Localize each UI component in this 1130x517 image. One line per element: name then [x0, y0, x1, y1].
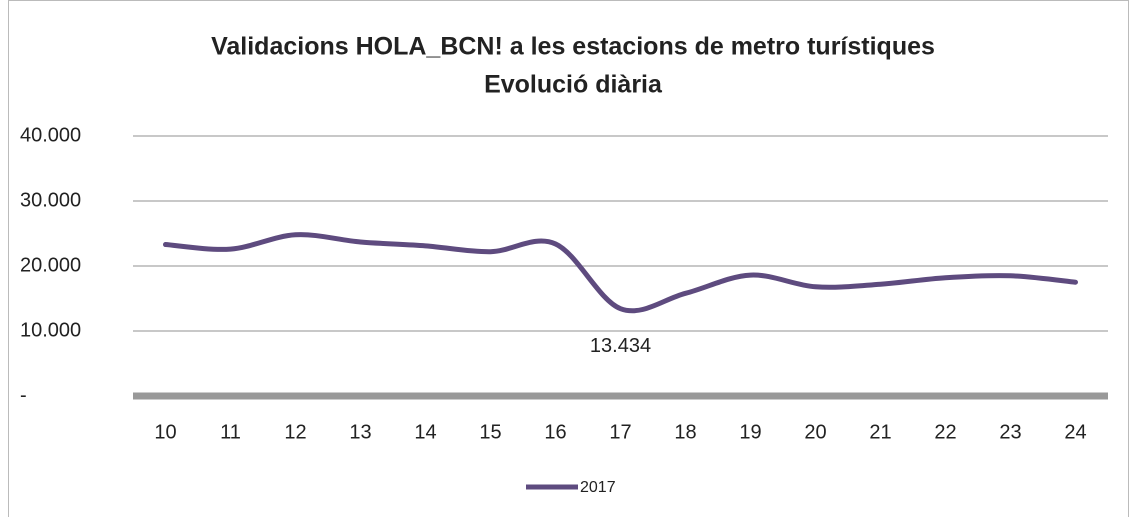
x-tick-label: 14 [414, 421, 436, 443]
x-tick-label: 22 [934, 421, 956, 443]
y-tick-label: - [20, 384, 27, 406]
chart-subtitle: Evolució diària [484, 71, 663, 99]
x-tick-label: 23 [999, 421, 1021, 443]
x-tick-label: 24 [1064, 421, 1086, 443]
x-tick-label: 19 [739, 421, 761, 443]
x-tick-label: 11 [220, 421, 241, 443]
data-label: 13.434 [590, 335, 651, 357]
y-tick-label: 10.000 [20, 319, 81, 341]
x-tick-label: 20 [804, 421, 826, 443]
x-tick-label: 18 [674, 421, 696, 443]
y-tick-label: 40.000 [20, 124, 81, 146]
legend-label: 2017 [580, 479, 616, 496]
x-tick-label: 15 [479, 421, 501, 443]
x-tick-label: 10 [154, 421, 176, 443]
y-tick-label: 20.000 [20, 254, 81, 276]
y-tick-label: 30.000 [20, 189, 81, 211]
x-tick-label: 17 [609, 421, 631, 443]
x-tick-label: 16 [544, 421, 566, 443]
x-tick-label: 21 [869, 421, 891, 443]
chart-title: Validacions HOLA_BCN! a les estacions de… [211, 33, 935, 61]
chart-frame [8, 0, 1129, 517]
x-tick-label: 13 [349, 421, 371, 443]
line [163, 232, 1078, 314]
x-tick-label: 12 [284, 421, 306, 443]
